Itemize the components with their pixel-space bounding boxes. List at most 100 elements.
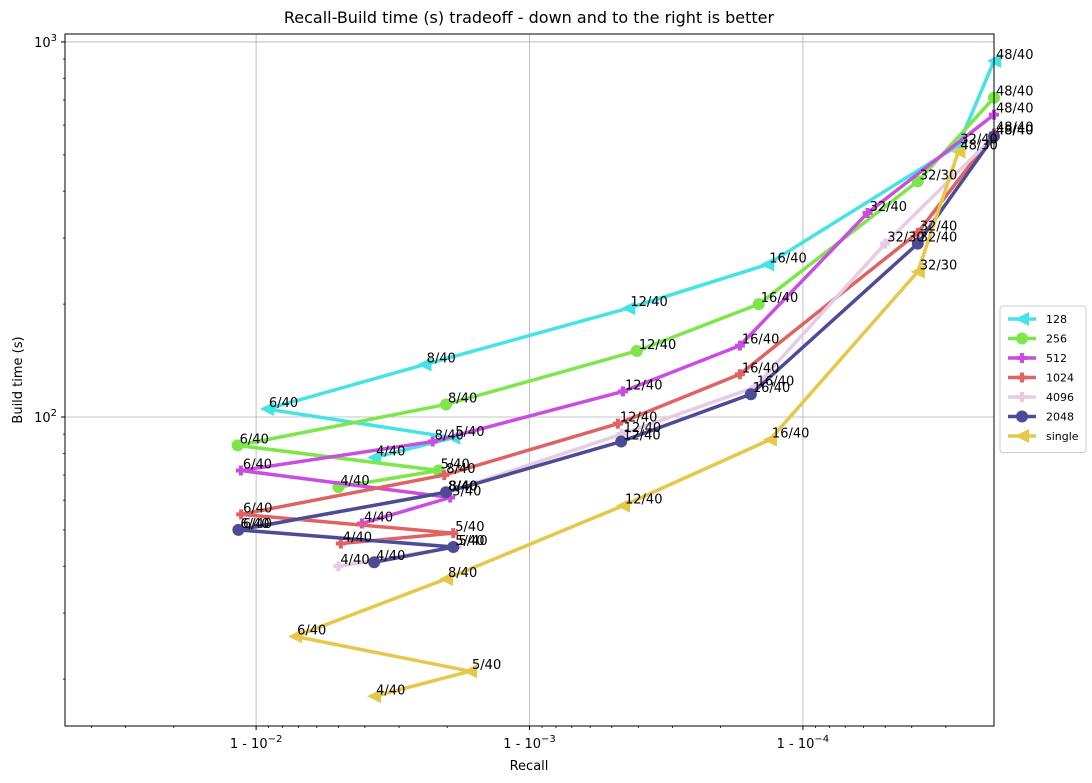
x-tick-label: 1 - 10−4 xyxy=(777,734,830,752)
point-label: 6/40 xyxy=(243,458,272,473)
point-label: 4/40 xyxy=(376,444,405,459)
legend-label: 512 xyxy=(1046,352,1067,365)
legend-label: 1024 xyxy=(1046,372,1074,385)
data-point-marker xyxy=(232,523,245,536)
y-tick-label: 102 xyxy=(34,408,57,426)
point-label: 8/40 xyxy=(448,479,477,494)
data-point-marker xyxy=(440,486,453,499)
series-lines xyxy=(231,53,1001,704)
y-axis-label: Build time (s) xyxy=(11,336,26,423)
point-label: 6/40 xyxy=(240,432,269,447)
point-label: 12/40 xyxy=(624,421,661,436)
point-label: 12/40 xyxy=(639,338,676,353)
data-point-marker xyxy=(288,629,303,644)
series-line xyxy=(239,113,996,526)
data-point-marker xyxy=(231,439,244,452)
point-label: 4/40 xyxy=(364,511,393,526)
point-label: 6/40 xyxy=(240,517,269,532)
point-label: 32/40 xyxy=(920,231,957,246)
point-label: 4/40 xyxy=(376,683,405,698)
x-tick-label: 1 - 10−3 xyxy=(503,734,556,752)
point-label: 16/40 xyxy=(742,361,779,376)
data-point-marker xyxy=(762,432,777,447)
legend-label: 4096 xyxy=(1046,391,1074,404)
series-line xyxy=(293,151,961,698)
point-label: 5/40 xyxy=(455,534,484,549)
series-256 xyxy=(231,91,1000,494)
series-512 xyxy=(235,109,999,529)
data-point-marker xyxy=(1017,353,1027,363)
point-label: 8/40 xyxy=(449,479,478,494)
data-point-marker xyxy=(912,227,923,238)
point-label: 5/40 xyxy=(452,485,481,500)
point-label: 8/40 xyxy=(446,462,475,477)
point-label: 48/40 xyxy=(996,48,1033,63)
legend: 128 256 512 1024 4096 2048 single xyxy=(999,305,1087,453)
data-point-marker xyxy=(259,402,274,417)
data-point-marker xyxy=(1015,312,1029,326)
data-point-marker xyxy=(1017,392,1027,402)
point-label: 6/40 xyxy=(269,396,298,411)
data-point-marker xyxy=(734,340,745,351)
data-point-marker xyxy=(752,298,765,311)
series-line xyxy=(239,132,996,546)
point-label: 8/40 xyxy=(448,566,477,581)
data-point-marker xyxy=(621,301,636,316)
point-labels: 4/405/406/408/4012/4016/4032/4048/404/40… xyxy=(240,48,1034,698)
point-label: 12/40 xyxy=(625,493,662,508)
data-point-marker xyxy=(618,386,628,397)
point-label: 12/40 xyxy=(623,429,660,444)
point-label: 48/40 xyxy=(996,102,1033,117)
data-point-marker xyxy=(333,561,344,572)
legend-label: 2048 xyxy=(1046,411,1074,424)
data-point-marker xyxy=(744,388,757,401)
data-point-marker xyxy=(447,541,460,554)
point-label: 4/40 xyxy=(340,474,369,489)
data-point-marker xyxy=(236,509,247,520)
series-line xyxy=(236,135,996,564)
data-point-marker xyxy=(439,470,450,481)
point-label: 6/40 xyxy=(243,517,272,532)
point-label: 48/40 xyxy=(996,85,1033,100)
series-2048 xyxy=(232,130,1000,569)
data-point-marker xyxy=(427,436,438,447)
data-point-marker xyxy=(368,556,381,569)
data-point-marker xyxy=(1016,410,1028,423)
grid-lines xyxy=(65,34,994,726)
data-point-marker xyxy=(1017,372,1027,383)
data-point-marker xyxy=(440,398,453,411)
data-point-marker xyxy=(335,538,346,549)
data-point-marker xyxy=(880,238,891,249)
point-label: 6/40 xyxy=(243,501,272,516)
point-label: 12/40 xyxy=(620,411,657,426)
point-label: 4/40 xyxy=(376,549,405,564)
series-single xyxy=(288,144,966,704)
series-128 xyxy=(259,53,1001,465)
point-label: 32/40 xyxy=(960,132,997,147)
data-point-marker xyxy=(1015,429,1029,443)
point-label: 32/30 xyxy=(920,168,957,183)
point-label: 16/40 xyxy=(772,427,809,442)
data-point-marker xyxy=(630,344,643,357)
data-point-marker xyxy=(367,689,382,704)
point-label: 5/40 xyxy=(441,458,470,473)
legend-label: 128 xyxy=(1046,313,1067,326)
point-label: 8/40 xyxy=(435,429,464,444)
point-label: 5/40 xyxy=(455,425,484,440)
point-label: 5/40 xyxy=(458,534,487,549)
point-label: 8/40 xyxy=(448,391,477,406)
point-label: 16/40 xyxy=(769,252,806,267)
point-label: 32/40 xyxy=(870,200,907,215)
point-label: 48/40 xyxy=(996,121,1033,136)
data-point-marker xyxy=(615,435,628,448)
data-point-marker xyxy=(439,571,454,586)
point-label: 32/30 xyxy=(920,259,957,274)
data-point-marker xyxy=(910,264,925,279)
chart-title: Recall-Build time (s) tradeoff - down an… xyxy=(284,8,775,27)
legend-label: 256 xyxy=(1046,333,1067,346)
point-label: 16/40 xyxy=(753,381,790,396)
point-label: 16/40 xyxy=(761,291,798,306)
data-point-marker xyxy=(760,257,775,272)
point-label: 4/40 xyxy=(340,553,369,568)
